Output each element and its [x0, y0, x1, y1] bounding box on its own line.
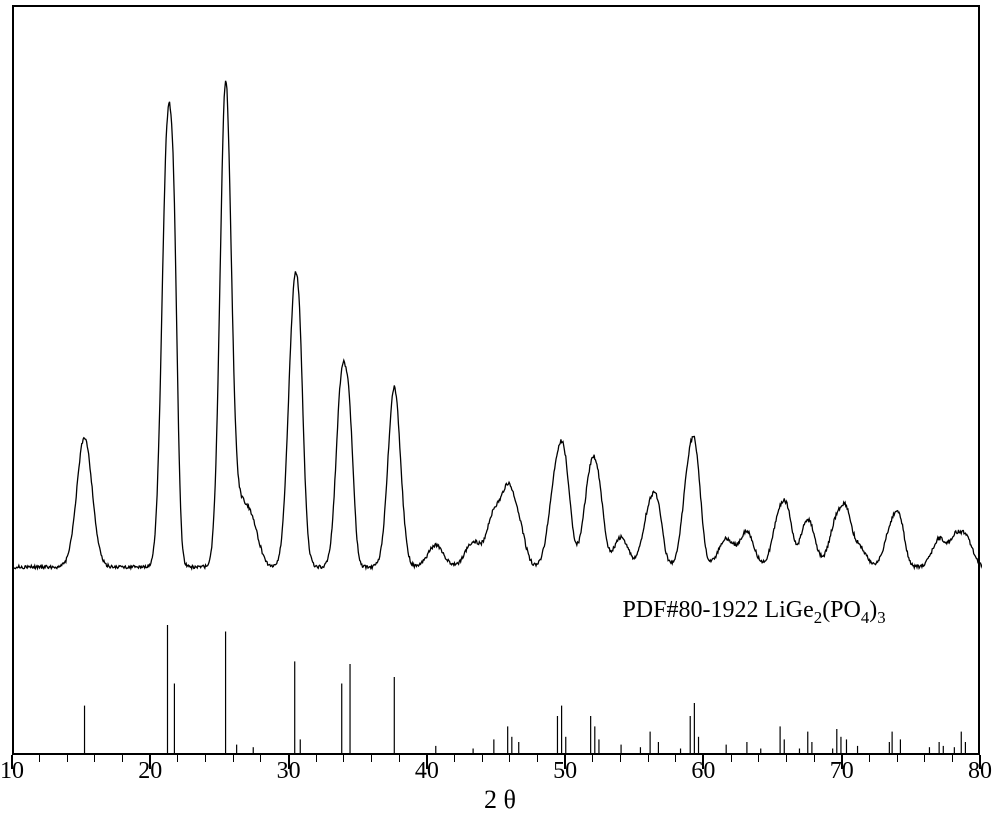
- x-tick-minor: [786, 755, 787, 762]
- x-tick-label: 80: [968, 758, 992, 785]
- x-tick-minor: [897, 755, 898, 762]
- x-tick-minor: [454, 755, 455, 762]
- x-tick-minor: [122, 755, 123, 762]
- x-tick-minor: [177, 755, 178, 762]
- x-tick-label: 30: [277, 758, 301, 785]
- x-tick-minor: [94, 755, 95, 762]
- x-tick-minor: [399, 755, 400, 762]
- x-tick-label: 20: [138, 758, 162, 785]
- x-tick-minor: [537, 755, 538, 762]
- x-tick-minor: [260, 755, 261, 762]
- ref-label-sub1: 2: [814, 608, 822, 627]
- xrd-plot-area: PDF#80-1922 LiGe2(PO4)3: [12, 5, 980, 755]
- x-tick-minor: [39, 755, 40, 762]
- x-tick-minor: [67, 755, 68, 762]
- x-tick-minor: [592, 755, 593, 762]
- reference-pattern-label: PDF#80-1922 LiGe2(PO4)3: [622, 597, 885, 628]
- reference-sticks: [14, 7, 982, 757]
- x-tick-minor: [343, 755, 344, 762]
- x-tick-minor: [952, 755, 953, 762]
- x-tick-minor: [482, 755, 483, 762]
- x-tick-minor: [371, 755, 372, 762]
- x-tick-minor: [731, 755, 732, 762]
- x-tick-label: 40: [415, 758, 439, 785]
- ref-label-sub3: 3: [877, 608, 885, 627]
- ref-label-text: PDF#80-1922 LiGe: [622, 597, 813, 623]
- x-tick-minor: [675, 755, 676, 762]
- x-tick-label: 60: [691, 758, 715, 785]
- x-tick-label: 10: [0, 758, 24, 785]
- ref-label-mid: (PO: [822, 597, 861, 623]
- x-tick-minor: [205, 755, 206, 762]
- x-tick-minor: [620, 755, 621, 762]
- x-tick-minor: [814, 755, 815, 762]
- x-tick-label: 50: [553, 758, 577, 785]
- x-tick-minor: [509, 755, 510, 762]
- x-axis-title: 2 θ: [0, 785, 1000, 815]
- ref-label-sub2: 4: [861, 608, 869, 627]
- x-tick-minor: [233, 755, 234, 762]
- x-tick-minor: [869, 755, 870, 762]
- x-tick-minor: [924, 755, 925, 762]
- x-tick-minor: [758, 755, 759, 762]
- x-tick-minor: [316, 755, 317, 762]
- x-tick-minor: [648, 755, 649, 762]
- x-tick-label: 70: [830, 758, 854, 785]
